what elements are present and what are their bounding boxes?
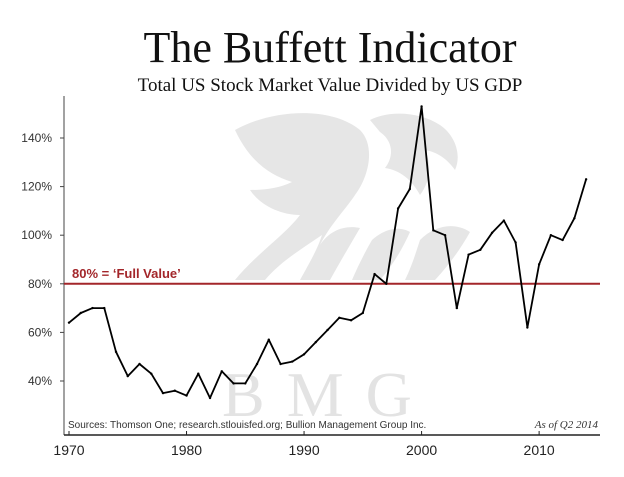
- data-point: [232, 382, 235, 385]
- data-point: [197, 372, 200, 375]
- data-point: [455, 306, 459, 310]
- data-point: [443, 234, 447, 237]
- data-point: [467, 253, 470, 256]
- data-point: [479, 248, 482, 251]
- series-layer: [67, 105, 588, 400]
- data-point: [385, 282, 388, 285]
- chart-subtitle: Total US Stock Market Value Divided by U…: [138, 75, 523, 96]
- data-point: [526, 326, 529, 329]
- data-point: [514, 241, 517, 244]
- data-point: [361, 311, 365, 315]
- data-point: [314, 340, 318, 344]
- y-tick-label: 100%: [21, 228, 52, 242]
- data-point: [114, 350, 118, 354]
- y-tick-label: 60%: [28, 325, 52, 339]
- data-point: [138, 362, 141, 366]
- y-ticks: 40% 60% 80% 100% 120% 140%: [21, 131, 64, 388]
- data-point: [150, 372, 153, 375]
- data-point: [67, 321, 71, 324]
- data-point: [291, 360, 294, 363]
- x-tick-label: 1970: [53, 442, 84, 458]
- data-point: [103, 306, 106, 310]
- data-point: [208, 396, 212, 400]
- data-point: [396, 207, 400, 210]
- source-note: Sources: Thomson One; research.stlouisfe…: [68, 420, 426, 431]
- data-point: [185, 394, 188, 397]
- x-tick-label: 1980: [171, 442, 202, 458]
- data-point: [537, 263, 541, 266]
- data-point: [561, 238, 564, 242]
- data-point: [279, 362, 282, 366]
- as-of-note: As of Q2 2014: [534, 419, 599, 431]
- data-point: [420, 105, 423, 108]
- x-tick-label: 1990: [288, 442, 319, 458]
- chart-title: The Buffett Indicator: [143, 23, 516, 72]
- data-point: [302, 353, 306, 356]
- data-point: [267, 338, 270, 341]
- data-point: [173, 389, 176, 392]
- data-point: [549, 234, 553, 237]
- full-value-label: 80% = ‘Full Value’: [72, 266, 181, 281]
- x-tick-label: 2000: [406, 442, 437, 458]
- data-point: [338, 316, 341, 320]
- data-point: [502, 219, 506, 222]
- data-point: [584, 178, 588, 181]
- data-point: [326, 328, 329, 332]
- data-point: [373, 272, 376, 276]
- data-point: [161, 391, 165, 395]
- data-point: [349, 319, 353, 322]
- data-point: [408, 187, 412, 191]
- data-point: [490, 231, 494, 234]
- data-point: [244, 382, 247, 385]
- data-point: [126, 374, 129, 378]
- data-point: [573, 216, 576, 220]
- griffin-logo-icon: [235, 113, 470, 280]
- data-point: [91, 306, 94, 310]
- data-point: [79, 311, 82, 315]
- y-tick-label: 40%: [28, 374, 52, 388]
- data-point: [255, 362, 259, 366]
- x-tick-label: 2010: [524, 442, 555, 458]
- y-tick-label: 120%: [21, 180, 52, 194]
- y-tick-label: 80%: [28, 277, 52, 291]
- data-point: [432, 229, 435, 232]
- x-ticks: 1970 1980 1990 2000 2010: [53, 431, 555, 458]
- data-point: [220, 370, 223, 373]
- y-tick-label: 140%: [21, 131, 52, 145]
